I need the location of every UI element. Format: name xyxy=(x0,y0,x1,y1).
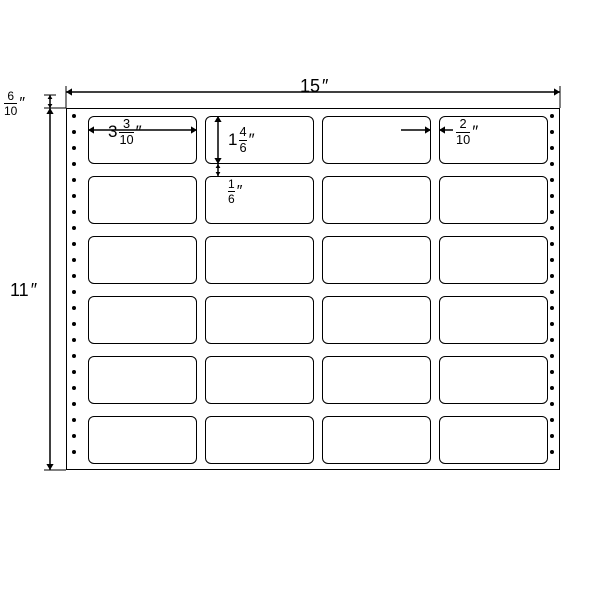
tractor-hole xyxy=(72,146,76,150)
label-cell xyxy=(322,296,431,344)
label-cell xyxy=(322,236,431,284)
tractor-hole xyxy=(550,370,554,374)
tractor-hole xyxy=(72,274,76,278)
tractor-hole xyxy=(550,322,554,326)
label-cell xyxy=(439,416,548,464)
label-cell xyxy=(322,416,431,464)
dimension-value: 16″ xyxy=(228,178,242,205)
tractor-hole xyxy=(72,178,76,182)
tractor-hole xyxy=(72,306,76,310)
tractor-hole xyxy=(72,450,76,454)
tractor-hole xyxy=(72,418,76,422)
label-cell xyxy=(205,116,314,164)
diagram-stage: 15″ 11″ 610″ 3310″ 146″ 16″ 210″ xyxy=(0,0,598,598)
dimension-value: 11″ xyxy=(10,280,37,301)
tractor-hole xyxy=(550,434,554,438)
tractor-hole xyxy=(550,146,554,150)
label-cell xyxy=(322,176,431,224)
tractor-hole xyxy=(72,402,76,406)
label-cell xyxy=(322,356,431,404)
tractor-hole xyxy=(72,114,76,118)
tractor-hole xyxy=(550,274,554,278)
label-cell xyxy=(88,116,197,164)
tractor-hole xyxy=(550,290,554,294)
tractor-hole xyxy=(550,114,554,118)
tractor-hole xyxy=(72,370,76,374)
tractor-hole xyxy=(72,258,76,262)
dimension-value: 210″ xyxy=(456,118,478,147)
label-cell xyxy=(439,296,548,344)
tractor-hole xyxy=(550,418,554,422)
label-cell xyxy=(205,356,314,404)
tractor-hole xyxy=(550,386,554,390)
tractor-hole xyxy=(72,226,76,230)
label-cell xyxy=(88,236,197,284)
tractor-hole xyxy=(550,178,554,182)
label-cell xyxy=(439,356,548,404)
tractor-hole xyxy=(550,402,554,406)
label-cell xyxy=(439,236,548,284)
tractor-hole xyxy=(550,306,554,310)
tractor-hole xyxy=(72,162,76,166)
dimension-value: 15″ xyxy=(300,76,328,97)
label-cell xyxy=(205,176,314,224)
tractor-hole xyxy=(550,130,554,134)
dimension-value: 146″ xyxy=(228,126,255,155)
label-cell xyxy=(88,356,197,404)
tractor-hole xyxy=(550,226,554,230)
tractor-hole xyxy=(550,210,554,214)
tractor-hole xyxy=(72,386,76,390)
tractor-hole xyxy=(550,242,554,246)
tractor-hole xyxy=(72,210,76,214)
tractor-hole xyxy=(72,338,76,342)
label-cell xyxy=(88,416,197,464)
tractor-hole xyxy=(550,338,554,342)
dimension-value: 610″ xyxy=(4,90,25,117)
tractor-hole xyxy=(72,194,76,198)
tractor-hole xyxy=(550,194,554,198)
tractor-hole xyxy=(550,162,554,166)
tractor-hole xyxy=(550,258,554,262)
tractor-hole xyxy=(550,450,554,454)
label-cell xyxy=(205,416,314,464)
label-cell xyxy=(205,236,314,284)
label-cell xyxy=(88,176,197,224)
tractor-hole xyxy=(72,434,76,438)
tractor-hole xyxy=(550,354,554,358)
label-cell xyxy=(88,296,197,344)
tractor-hole xyxy=(72,290,76,294)
label-cell xyxy=(205,296,314,344)
tractor-hole xyxy=(72,354,76,358)
tractor-hole xyxy=(72,242,76,246)
label-cell xyxy=(322,116,431,164)
tractor-hole xyxy=(72,322,76,326)
dimension-value: 3310″ xyxy=(108,118,142,147)
label-cell xyxy=(439,176,548,224)
tractor-hole xyxy=(72,130,76,134)
